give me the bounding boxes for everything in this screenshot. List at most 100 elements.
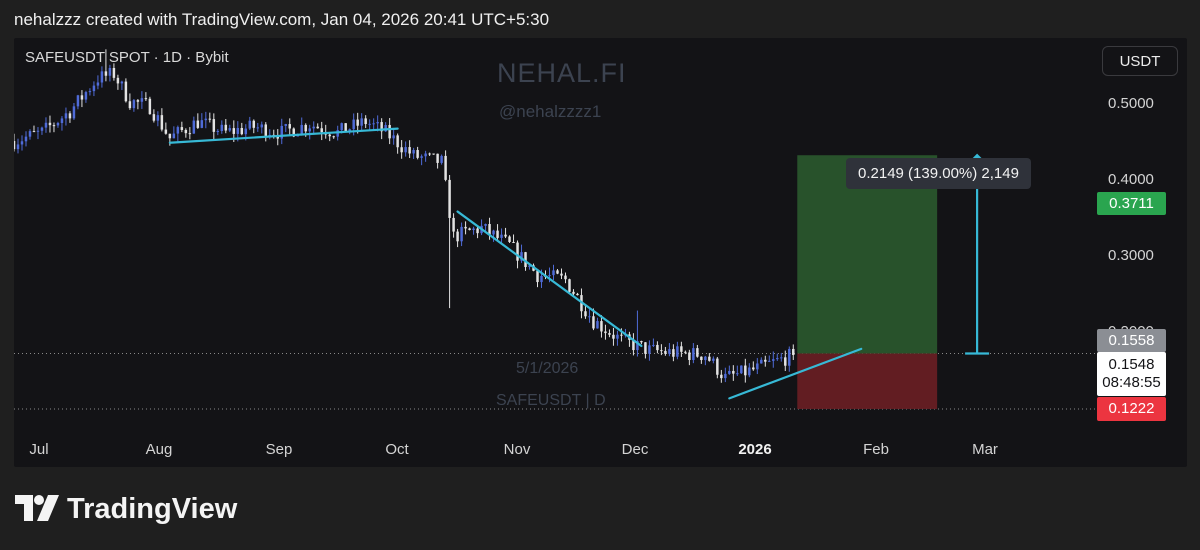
candle-body <box>232 128 236 134</box>
candle-body <box>220 124 224 131</box>
candle-body <box>792 348 795 355</box>
candle-body <box>768 360 771 362</box>
candle-body <box>380 122 383 132</box>
upper-range-line <box>168 127 399 144</box>
candle-body <box>568 279 571 292</box>
candle-body <box>396 135 399 148</box>
candle-body <box>460 226 463 242</box>
candle-body <box>620 334 623 336</box>
candle-body <box>304 124 307 132</box>
candle-body <box>424 153 427 157</box>
candle-body <box>208 118 212 120</box>
candle-body <box>244 128 248 135</box>
candle-body <box>388 124 391 139</box>
candle-body <box>560 273 563 276</box>
currency-button[interactable]: USDT <box>1102 46 1178 76</box>
candle-body <box>748 367 751 376</box>
candle-body <box>188 133 192 135</box>
candle-body <box>184 129 188 134</box>
x-tick-label: Dec <box>621 441 649 458</box>
symbol-label[interactable]: SAFEUSDT SPOT · 1D · Bybit <box>25 49 229 66</box>
candle-body <box>316 126 319 129</box>
candle-body <box>496 230 499 238</box>
candle-body <box>452 217 455 232</box>
candle-body <box>508 236 511 242</box>
candle-body <box>644 342 647 354</box>
x-tick-label: Oct <box>385 441 409 458</box>
candle-body <box>76 95 80 107</box>
x-tick-label: Nov <box>503 441 531 458</box>
candle-body <box>488 224 491 235</box>
candle-body <box>152 114 156 121</box>
candle-body <box>332 136 335 138</box>
candle-body <box>36 130 40 132</box>
candle-body <box>636 341 639 351</box>
price-chart[interactable] <box>14 38 1187 467</box>
candle-body <box>280 125 283 139</box>
chart-panel[interactable]: SAFEUSDT SPOT · 1D · Bybit USDT NEHAL.FI… <box>14 38 1187 467</box>
candle-body <box>344 123 347 133</box>
x-tick-label: Aug <box>145 441 173 458</box>
candle-body <box>20 141 24 145</box>
candle-body <box>408 147 411 154</box>
watermark-date: 5/1/2026 <box>516 360 579 377</box>
candle-body <box>472 228 475 231</box>
candle-body <box>688 352 691 361</box>
candle-body <box>376 122 379 124</box>
candle-body <box>292 128 295 137</box>
candle-body <box>760 359 763 364</box>
descending-line <box>456 210 643 348</box>
candle-body <box>444 155 447 180</box>
chart-credit-header: nehalzzz created with TradingView.com, J… <box>14 10 550 29</box>
candle-body <box>360 118 363 126</box>
candle-body <box>204 118 208 121</box>
candle-body <box>300 124 303 135</box>
candle-body <box>64 113 68 119</box>
candle-body <box>528 265 531 268</box>
candle-body <box>524 252 527 268</box>
candle-body <box>92 85 96 92</box>
candle-body <box>640 341 643 343</box>
candle-body <box>612 334 615 339</box>
candle-body <box>84 92 88 100</box>
candle-body <box>40 127 44 131</box>
candle-body <box>140 98 144 102</box>
candle-body <box>556 270 559 274</box>
candle-body <box>484 224 487 226</box>
candle-body <box>512 241 515 243</box>
candle-body <box>548 275 551 277</box>
candle-body <box>328 134 331 137</box>
candle-body <box>464 226 467 229</box>
candle-body <box>616 334 619 339</box>
tradingview-logo[interactable]: TradingView <box>15 491 237 527</box>
candle-body <box>404 147 407 153</box>
candle-body <box>88 91 92 93</box>
candle-body <box>200 120 204 128</box>
candle-body <box>456 231 459 242</box>
candle-body <box>148 98 152 115</box>
candle-body <box>224 124 228 131</box>
candle-body <box>144 98 148 100</box>
candle-body <box>648 345 651 354</box>
candle-body <box>112 67 116 78</box>
candle-body <box>680 346 683 352</box>
candle-body <box>728 370 731 374</box>
candle-body <box>24 136 28 142</box>
candle-body <box>600 321 603 332</box>
candle-body <box>564 275 567 280</box>
candle-body <box>136 100 140 102</box>
candle-body <box>100 71 104 83</box>
entry-price-badge: 0.1558 <box>1097 329 1166 352</box>
candle-body <box>160 115 164 130</box>
candle-body <box>676 346 679 357</box>
candle-body <box>212 119 216 132</box>
candle-body <box>384 124 387 132</box>
watermark-handle: @nehalzzzz1 <box>499 102 602 121</box>
candle-body <box>632 339 635 351</box>
candle-body <box>724 373 727 379</box>
candle-body <box>104 71 108 76</box>
candle-body <box>192 120 196 134</box>
candle-body <box>164 129 168 134</box>
candle-body <box>180 127 184 130</box>
candle-body <box>32 131 36 133</box>
